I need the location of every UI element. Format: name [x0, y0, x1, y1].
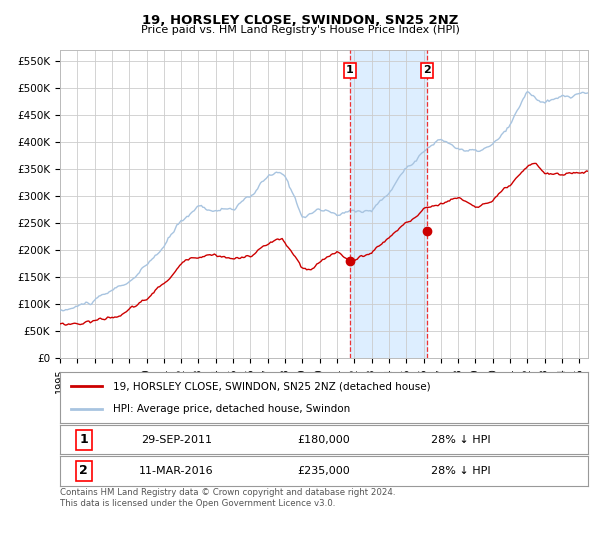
Text: Price paid vs. HM Land Registry's House Price Index (HPI): Price paid vs. HM Land Registry's House …: [140, 25, 460, 35]
Text: 1: 1: [346, 66, 354, 76]
Text: 19, HORSLEY CLOSE, SWINDON, SN25 2NZ: 19, HORSLEY CLOSE, SWINDON, SN25 2NZ: [142, 14, 458, 27]
Text: 28% ↓ HPI: 28% ↓ HPI: [431, 435, 491, 445]
Text: 19, HORSLEY CLOSE, SWINDON, SN25 2NZ (detached house): 19, HORSLEY CLOSE, SWINDON, SN25 2NZ (de…: [113, 381, 430, 391]
Text: £235,000: £235,000: [298, 466, 350, 476]
Text: 11-MAR-2016: 11-MAR-2016: [139, 466, 214, 476]
Text: 29-SEP-2011: 29-SEP-2011: [140, 435, 212, 445]
Text: 2: 2: [79, 464, 88, 478]
Text: Contains HM Land Registry data © Crown copyright and database right 2024.
This d: Contains HM Land Registry data © Crown c…: [60, 488, 395, 508]
Text: HPI: Average price, detached house, Swindon: HPI: Average price, detached house, Swin…: [113, 404, 350, 414]
Bar: [350, 50, 427, 358]
Text: 1: 1: [79, 433, 88, 446]
Text: 2: 2: [423, 66, 431, 76]
Text: 28% ↓ HPI: 28% ↓ HPI: [431, 466, 491, 476]
Text: £180,000: £180,000: [298, 435, 350, 445]
